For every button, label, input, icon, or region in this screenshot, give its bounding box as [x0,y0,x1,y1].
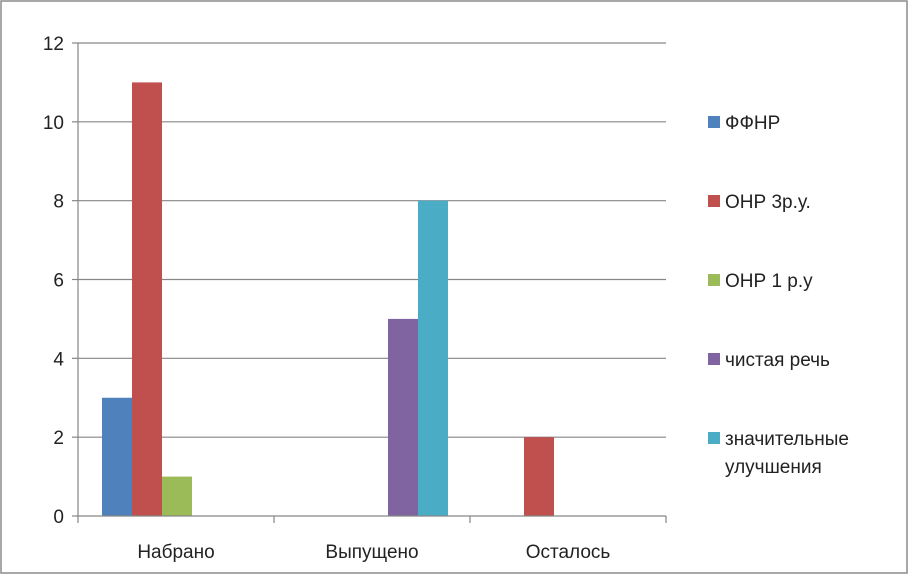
legend-swatch [708,116,720,128]
y-tick-label: 2 [53,428,64,449]
bar [162,476,192,516]
bar [132,82,162,517]
legend-label: ОНР 3р.у. [725,192,811,213]
y-tick-label: 10 [43,113,64,134]
bar [388,318,418,516]
legend-label: ФФНР [725,113,780,134]
bar [102,397,132,516]
y-tick-label: 4 [53,349,64,370]
legend-label: чистая речь [725,350,830,371]
x-tick-label: Выпущено [325,542,418,563]
y-tick-label: 0 [53,507,64,528]
y-tick-label: 6 [53,271,64,292]
legend-swatch [708,353,720,365]
bar [524,437,554,516]
x-tick-label: Набрано [137,542,214,563]
gridlines [78,42,666,438]
legend-swatch [708,274,720,286]
legend-swatch [708,432,720,444]
bars [102,82,554,517]
legend-label: ОНР 1 р.у [725,271,813,292]
legend-label: значительные улучшения [725,429,849,478]
x-tick-label: Осталось [526,542,611,563]
legend: ФФНР ОНР 3р.у. ОНР 1 р.у чистая речь значите… [708,113,849,478]
y-tick-label: 12 [43,34,64,55]
legend-swatch [708,195,720,207]
bar [418,200,448,516]
axes: 0 2 4 6 8 10 12 Набрано Выпущено Осталось [43,34,667,563]
y-tick-label: 8 [53,192,64,213]
